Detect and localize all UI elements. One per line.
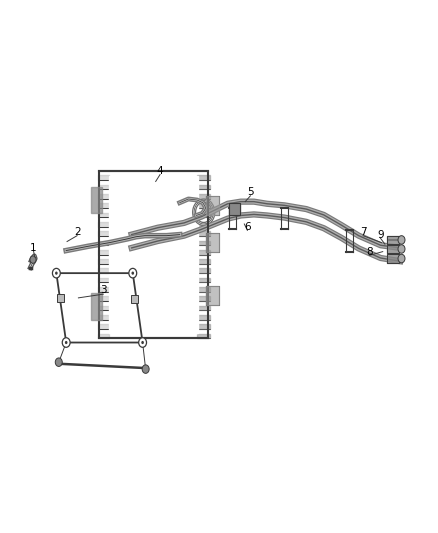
Polygon shape — [197, 278, 210, 282]
Circle shape — [129, 268, 137, 278]
Polygon shape — [387, 245, 399, 253]
Text: 7: 7 — [360, 227, 367, 237]
Circle shape — [139, 338, 147, 348]
Text: 2: 2 — [74, 227, 81, 237]
Text: 5: 5 — [247, 187, 254, 197]
Polygon shape — [197, 185, 210, 189]
Polygon shape — [91, 187, 102, 213]
Polygon shape — [197, 222, 210, 227]
Circle shape — [141, 341, 144, 344]
Circle shape — [30, 256, 36, 263]
Bar — [57, 294, 64, 302]
Polygon shape — [109, 176, 198, 333]
Circle shape — [55, 358, 62, 367]
Polygon shape — [197, 296, 210, 301]
Polygon shape — [197, 334, 210, 338]
Polygon shape — [229, 203, 240, 215]
Polygon shape — [197, 259, 210, 264]
Polygon shape — [206, 196, 219, 215]
Bar — [131, 295, 138, 303]
Text: 9: 9 — [377, 230, 384, 240]
Polygon shape — [197, 231, 210, 236]
Circle shape — [398, 254, 405, 263]
Polygon shape — [387, 236, 399, 244]
Text: 4: 4 — [157, 166, 163, 176]
Polygon shape — [197, 287, 210, 292]
Polygon shape — [206, 233, 219, 252]
Polygon shape — [197, 269, 210, 273]
Polygon shape — [91, 293, 102, 320]
Circle shape — [398, 236, 405, 244]
Circle shape — [62, 338, 70, 348]
Text: 6: 6 — [244, 222, 251, 232]
Polygon shape — [197, 213, 210, 217]
Polygon shape — [206, 286, 219, 305]
Text: 8: 8 — [366, 247, 373, 256]
Circle shape — [55, 271, 58, 274]
Polygon shape — [387, 254, 399, 263]
Polygon shape — [197, 315, 210, 320]
Polygon shape — [197, 240, 210, 245]
Circle shape — [398, 245, 405, 253]
Polygon shape — [197, 204, 210, 208]
Polygon shape — [197, 194, 210, 199]
Circle shape — [131, 271, 134, 274]
Circle shape — [65, 341, 67, 344]
Text: 3: 3 — [100, 286, 106, 295]
Text: 1: 1 — [30, 243, 37, 253]
Circle shape — [142, 365, 149, 373]
Polygon shape — [197, 250, 210, 255]
Circle shape — [53, 268, 60, 278]
Polygon shape — [197, 175, 210, 180]
Polygon shape — [197, 324, 210, 329]
Polygon shape — [197, 306, 210, 310]
